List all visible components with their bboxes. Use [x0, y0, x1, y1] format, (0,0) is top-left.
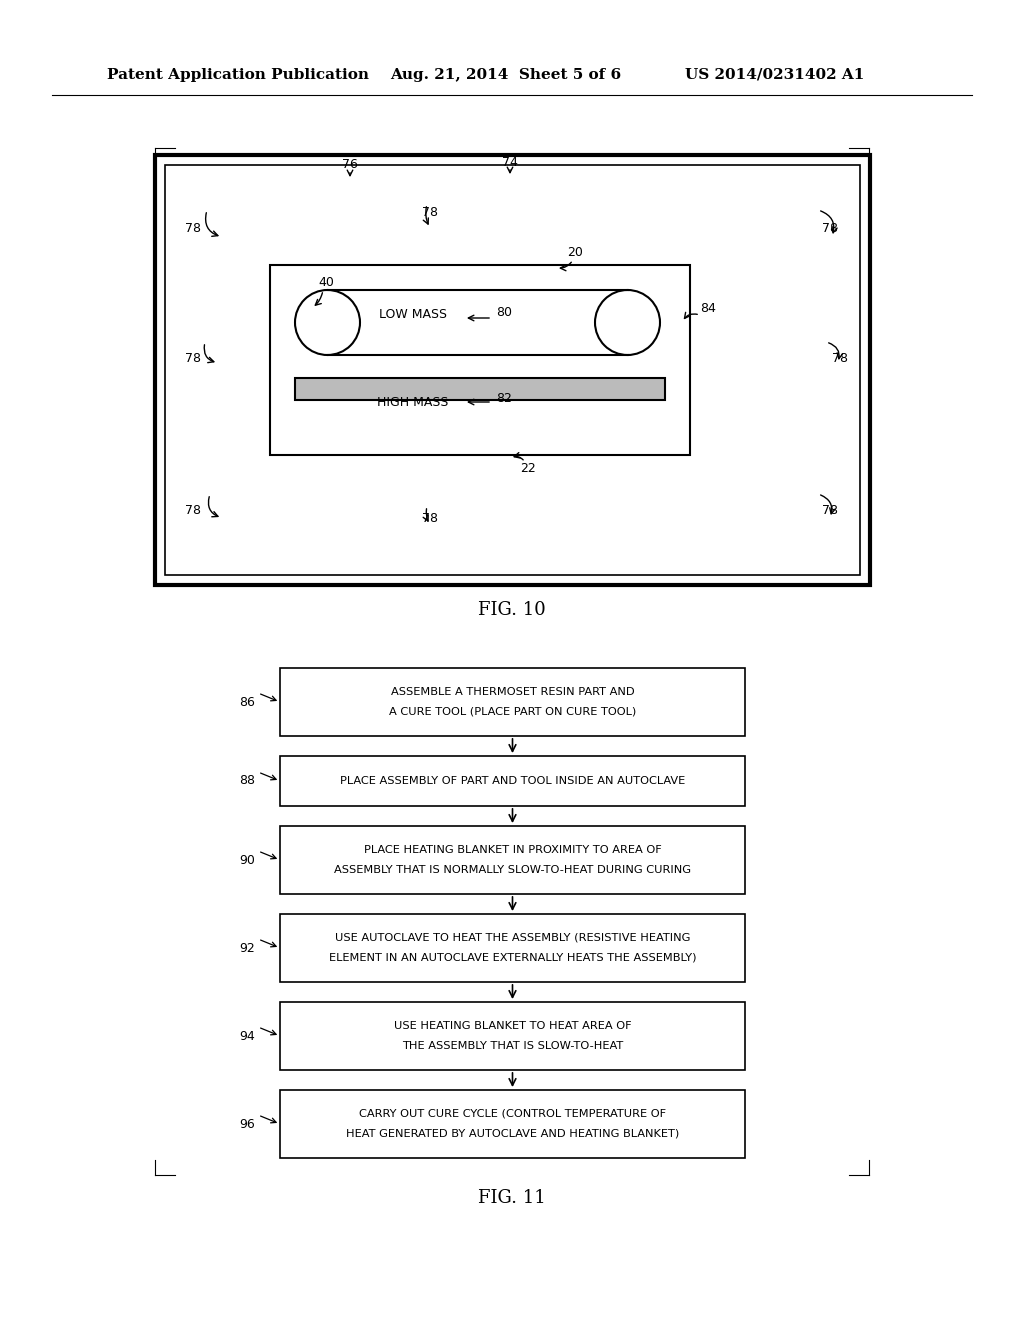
Text: ELEMENT IN AN AUTOCLAVE EXTERNALLY HEATS THE ASSEMBLY): ELEMENT IN AN AUTOCLAVE EXTERNALLY HEATS…	[329, 953, 696, 964]
Text: 80: 80	[496, 305, 512, 318]
Bar	[280, 1090, 745, 1158]
Text: LOW MASS: LOW MASS	[379, 309, 447, 322]
Text: 90: 90	[240, 854, 255, 866]
FancyArrowPatch shape	[209, 496, 218, 516]
Text: USE HEATING BLANKET TO HEAT AREA OF: USE HEATING BLANKET TO HEAT AREA OF	[393, 1020, 632, 1031]
FancyArrowPatch shape	[820, 211, 837, 232]
FancyArrowPatch shape	[423, 508, 428, 521]
Text: FIG. 11: FIG. 11	[478, 1189, 546, 1206]
FancyArrowPatch shape	[260, 774, 276, 780]
Text: 76: 76	[342, 158, 358, 172]
Text: 96: 96	[240, 1118, 255, 1130]
Text: 78: 78	[185, 503, 201, 516]
Text: 94: 94	[240, 1030, 255, 1043]
FancyArrowPatch shape	[260, 1028, 276, 1035]
Bar	[328, 290, 628, 355]
Text: THE ASSEMBLY THAT IS SLOW-TO-HEAT: THE ASSEMBLY THAT IS SLOW-TO-HEAT	[401, 1041, 624, 1051]
FancyArrowPatch shape	[684, 313, 697, 318]
Text: 78: 78	[422, 511, 438, 524]
FancyArrowPatch shape	[514, 453, 523, 459]
Text: 82: 82	[496, 392, 512, 404]
Text: CARRY OUT CURE CYCLE (CONTROL TEMPERATURE OF: CARRY OUT CURE CYCLE (CONTROL TEMPERATUR…	[359, 1109, 666, 1119]
Text: 78: 78	[822, 222, 838, 235]
Text: 88: 88	[239, 775, 255, 788]
Text: 74: 74	[502, 156, 518, 169]
Bar	[280, 668, 745, 737]
FancyArrowPatch shape	[260, 851, 276, 859]
FancyArrowPatch shape	[468, 315, 489, 321]
FancyArrowPatch shape	[260, 940, 276, 946]
FancyArrowPatch shape	[315, 293, 323, 305]
Text: HEAT GENERATED BY AUTOCLAVE AND HEATING BLANKET): HEAT GENERATED BY AUTOCLAVE AND HEATING …	[346, 1129, 679, 1139]
Text: 78: 78	[822, 503, 838, 516]
Text: 20: 20	[567, 246, 583, 259]
FancyArrowPatch shape	[560, 263, 571, 271]
Text: HIGH MASS: HIGH MASS	[377, 396, 449, 408]
Text: 40: 40	[318, 276, 334, 289]
Bar	[270, 265, 690, 455]
Text: 78: 78	[185, 222, 201, 235]
Text: 78: 78	[185, 351, 201, 364]
Text: US 2014/0231402 A1: US 2014/0231402 A1	[685, 69, 864, 82]
Bar	[280, 1002, 745, 1071]
Ellipse shape	[595, 290, 660, 355]
FancyArrowPatch shape	[468, 399, 489, 405]
Text: FIG. 10: FIG. 10	[478, 601, 546, 619]
FancyArrowPatch shape	[204, 345, 214, 363]
Bar	[155, 154, 870, 585]
FancyArrowPatch shape	[260, 1115, 276, 1123]
Text: PLACE ASSEMBLY OF PART AND TOOL INSIDE AN AUTOCLAVE: PLACE ASSEMBLY OF PART AND TOOL INSIDE A…	[340, 776, 685, 785]
Text: Patent Application Publication: Patent Application Publication	[106, 69, 369, 82]
Text: 78: 78	[422, 206, 438, 219]
Bar	[165, 165, 860, 576]
FancyArrowPatch shape	[820, 495, 836, 513]
FancyArrowPatch shape	[423, 207, 428, 224]
Text: PLACE HEATING BLANKET IN PROXIMITY TO AREA OF: PLACE HEATING BLANKET IN PROXIMITY TO AR…	[364, 845, 662, 855]
FancyArrowPatch shape	[828, 343, 843, 359]
FancyArrowPatch shape	[260, 694, 276, 701]
Text: ASSEMBLE A THERMOSET RESIN PART AND: ASSEMBLE A THERMOSET RESIN PART AND	[391, 686, 634, 697]
Text: 86: 86	[240, 696, 255, 709]
Bar	[280, 913, 745, 982]
Text: 78: 78	[831, 351, 848, 364]
Bar	[280, 756, 745, 807]
Text: ASSEMBLY THAT IS NORMALLY SLOW-TO-HEAT DURING CURING: ASSEMBLY THAT IS NORMALLY SLOW-TO-HEAT D…	[334, 865, 691, 875]
Text: 92: 92	[240, 941, 255, 954]
Text: 22: 22	[520, 462, 536, 474]
Bar	[280, 826, 745, 894]
Text: USE AUTOCLAVE TO HEAT THE ASSEMBLY (RESISTIVE HEATING: USE AUTOCLAVE TO HEAT THE ASSEMBLY (RESI…	[335, 933, 690, 942]
FancyArrowPatch shape	[206, 213, 218, 236]
Text: Aug. 21, 2014  Sheet 5 of 6: Aug. 21, 2014 Sheet 5 of 6	[390, 69, 622, 82]
Text: A CURE TOOL (PLACE PART ON CURE TOOL): A CURE TOOL (PLACE PART ON CURE TOOL)	[389, 708, 636, 717]
Text: 84: 84	[700, 301, 716, 314]
Ellipse shape	[295, 290, 360, 355]
Bar	[295, 378, 665, 400]
